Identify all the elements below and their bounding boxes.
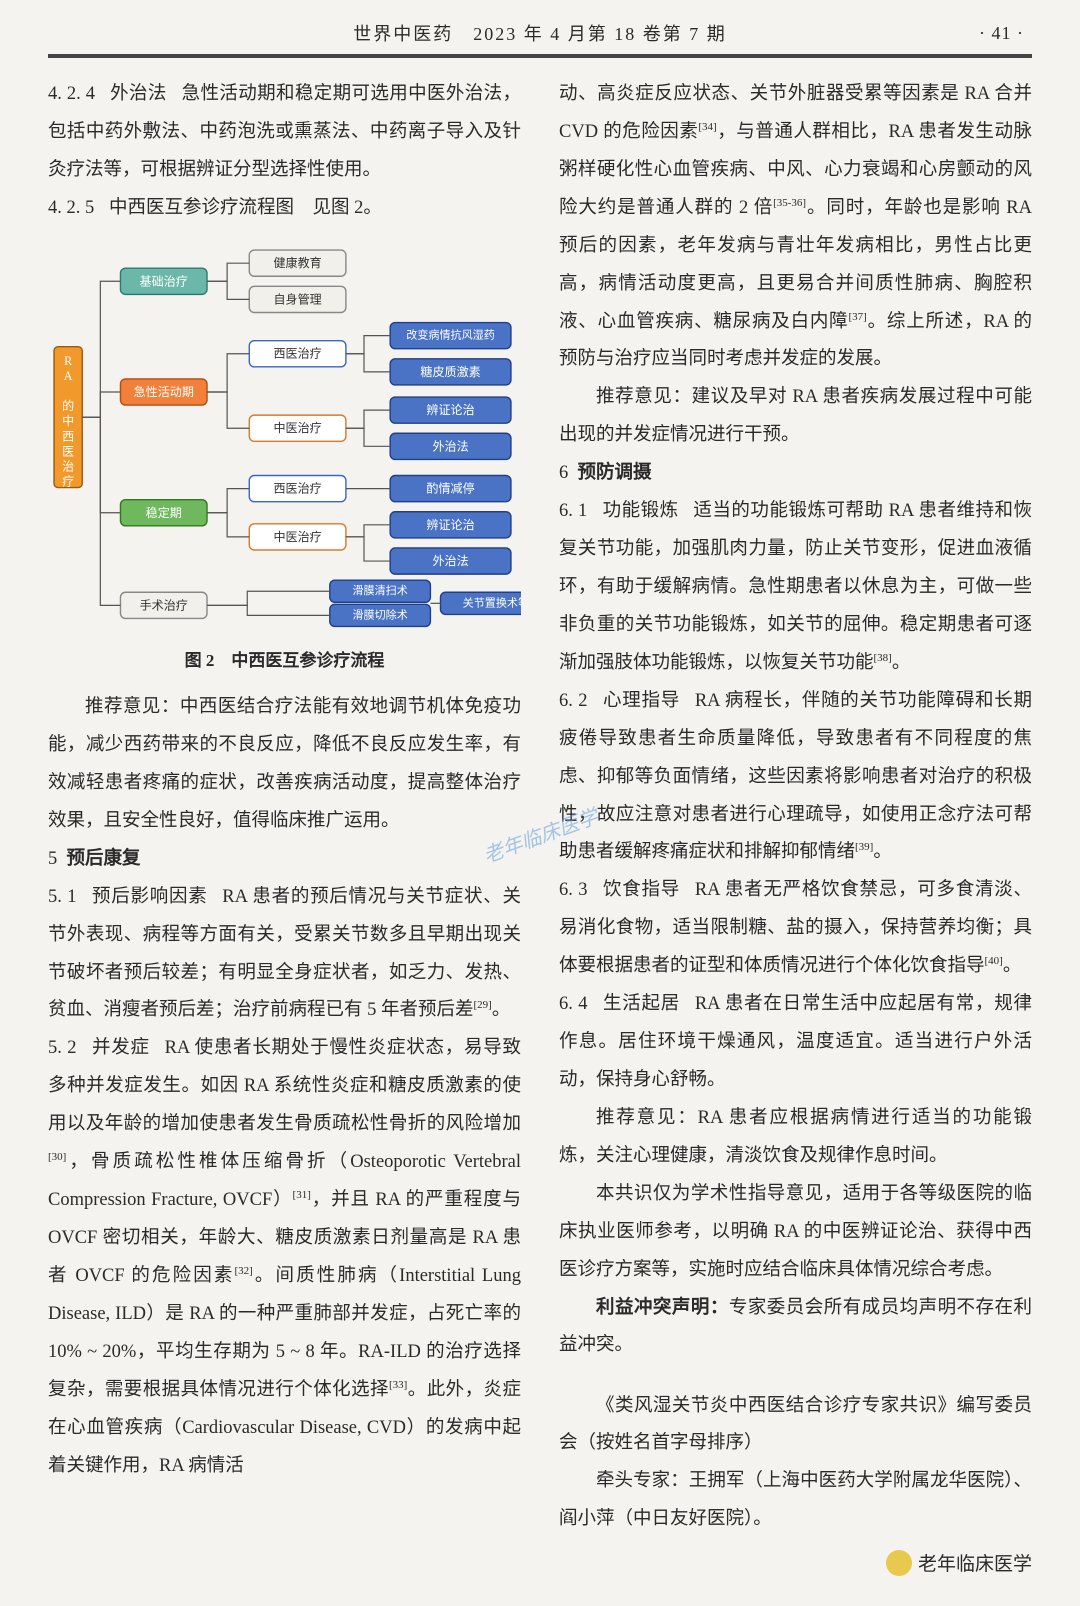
svg-text:中医治疗: 中医治疗 bbox=[273, 529, 321, 544]
svg-text:中医治疗: 中医治疗 bbox=[273, 420, 321, 435]
lead-authors: 牵头专家：王拥军（上海中医药大学附属龙华医院）、阎小萍（中日友好医院）。 bbox=[559, 1463, 1032, 1539]
svg-text:改变病情抗风湿药: 改变病情抗风湿药 bbox=[406, 327, 495, 341]
weibo-icon bbox=[886, 1550, 912, 1576]
coi-label: 利益冲突声明： bbox=[596, 1298, 729, 1318]
svg-text:西医治疗: 西医治疗 bbox=[273, 481, 321, 495]
svg-text:西医治疗: 西医治疗 bbox=[273, 346, 321, 360]
svg-text:关节置换术等: 关节置换术等 bbox=[463, 595, 521, 609]
figure-2-caption: 图 2 中西医互参诊疗流程 bbox=[48, 644, 521, 679]
svg-text:急性活动期: 急性活动期 bbox=[134, 384, 194, 399]
editorial-committee: 《类风湿关节炎中西医结合诊疗专家共识》编写委员会（按姓名首字母排序） bbox=[559, 1388, 1032, 1464]
svg-text:自身管理: 自身管理 bbox=[273, 291, 321, 306]
svg-text:稳定期: 稳定期 bbox=[146, 504, 182, 519]
bottom-watermark: 老年临床医学 bbox=[48, 1549, 1032, 1576]
journal-title: 世界中医药 2023 年 4 月第 18 卷第 7 期 bbox=[353, 20, 727, 46]
figure-2-flowchart: RA 的中西医治疗基础治疗健康教育自身管理急性活动期西医治疗中医治疗改变病情抗风… bbox=[48, 236, 521, 639]
header-rule bbox=[48, 54, 1032, 58]
recommendation-3: 推荐意见：RA 患者应根据病情进行适当的功能锻炼，关注心理健康，清淡饮食及规律作… bbox=[559, 1100, 1032, 1176]
recommendation-1: 推荐意见：中西医结合疗法能有效地调节机体免疫功能，减少西药带来的不良反应，降低不… bbox=[48, 689, 521, 841]
page-number: · 41 · bbox=[979, 23, 1024, 44]
svg-text:辨证论治: 辨证论治 bbox=[426, 403, 474, 417]
left-column: 4. 2. 4外治法急性活动期和稳定期可选用中医外治法，包括中药外敷法、中药泡洗… bbox=[48, 76, 521, 1539]
svg-text:基础治疗: 基础治疗 bbox=[140, 274, 188, 288]
svg-text:外治法: 外治法 bbox=[432, 439, 468, 453]
recommendation-2: 推荐意见：建议及早对 RA 患者疾病发展过程中可能出现的并发症情况进行干预。 bbox=[559, 379, 1032, 455]
svg-text:滑膜清扫术: 滑膜清扫术 bbox=[352, 584, 407, 597]
svg-text:外治法: 外治法 bbox=[432, 554, 468, 568]
svg-text:酌情减停: 酌情减停 bbox=[426, 480, 474, 495]
svg-text:手术治疗: 手术治疗 bbox=[140, 598, 188, 612]
svg-text:健康教育: 健康教育 bbox=[273, 255, 321, 270]
svg-text:滑膜切除术: 滑膜切除术 bbox=[352, 607, 407, 621]
svg-text:糖皮质激素: 糖皮质激素 bbox=[420, 364, 480, 379]
journal-header: 世界中医药 2023 年 4 月第 18 卷第 7 期 · 41 · bbox=[48, 20, 1032, 54]
svg-text:RA 的中西医治疗: RA 的中西医治疗 bbox=[62, 354, 74, 489]
svg-text:辨证论治: 辨证论治 bbox=[426, 518, 474, 532]
right-column: 动、高炎症反应状态、关节外脏器受累等因素是 RA 合并 CVD 的危险因素[34… bbox=[559, 76, 1032, 1539]
